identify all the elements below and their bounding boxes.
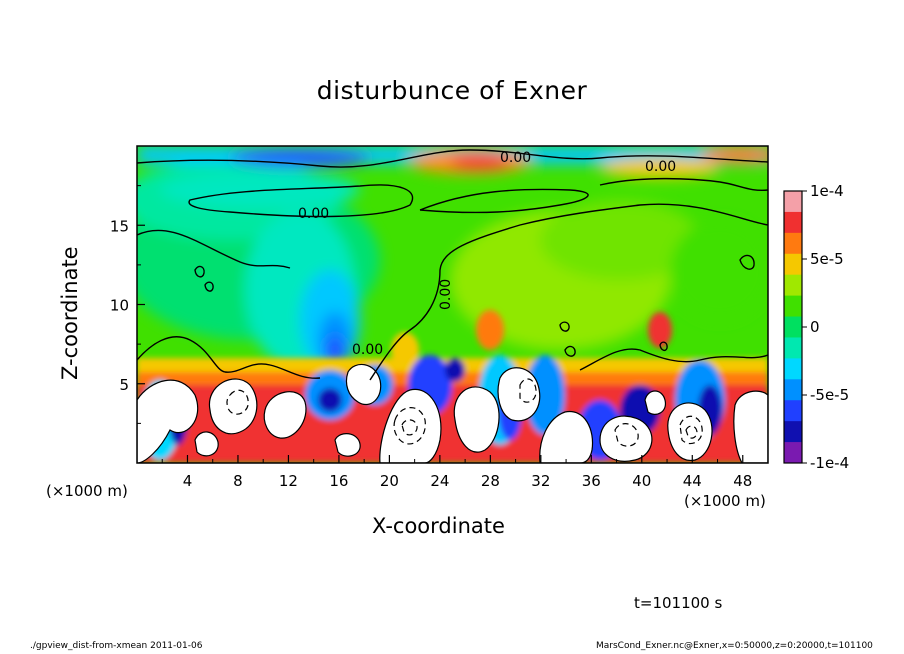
- x-tick-label: 48: [733, 472, 752, 490]
- x-tick-label: 28: [481, 472, 500, 490]
- colorbar-label: -1e-4: [810, 454, 849, 472]
- colorbar-swatch: [784, 442, 802, 464]
- x-tick-label: 32: [531, 472, 550, 490]
- x-axis-label: X-coordinate: [372, 514, 505, 538]
- heatmap-field: [137, 146, 768, 463]
- colorbar-label: 1e-4: [810, 182, 844, 200]
- colorbar-swatch: [784, 337, 802, 359]
- x-tick-label: 4: [183, 472, 193, 490]
- colorbar-swatch: [784, 191, 802, 213]
- x-tick-label: 40: [632, 472, 651, 490]
- field-saturated-patches: [137, 363, 768, 463]
- y-axis-label: Z-coordinate: [58, 246, 82, 380]
- field-blobs: [137, 146, 768, 370]
- field-zero-contours: [137, 149, 768, 381]
- colorbar-swatch: [784, 211, 802, 234]
- colorbar-swatch: [784, 316, 802, 338]
- x-tick-label: 8: [233, 472, 243, 490]
- colorbar-label: 0: [810, 318, 820, 336]
- colorbar-swatch: [784, 295, 802, 318]
- colorbar-label: 5e-5: [810, 250, 844, 268]
- colorbar-swatch: [784, 253, 802, 276]
- contour-label: 0.00: [298, 206, 329, 222]
- contour-label: 0.00: [645, 159, 676, 175]
- chart-title: disturbunce of Exner: [316, 76, 588, 105]
- contour-label: 0.00: [500, 150, 531, 166]
- colorbar-swatch: [784, 379, 802, 401]
- colorbar-swatch: [784, 358, 802, 380]
- x-tick-label: 20: [380, 472, 399, 490]
- y-tick-label: 5: [119, 376, 129, 394]
- colorbar-swatch: [784, 421, 802, 443]
- x-tick-label: 24: [430, 472, 449, 490]
- y-axis-ticks: 5 10 15: [110, 185, 145, 424]
- x-tick-label: 36: [582, 472, 601, 490]
- footer-left: ./gpview_dist-from-xmean 2011-01-06: [30, 641, 203, 651]
- x-axis-ticks: 4 8 12 16 20 24 28 32 36 40 44 48: [161, 455, 752, 490]
- footer-right: MarsCond_Exner.nc@Exner,x=0:50000,z=0:20…: [596, 641, 873, 651]
- colorbar-swatch: [784, 274, 802, 297]
- x-axis-unit-left: (×1000 m): [46, 482, 128, 500]
- x-tick-label: 44: [683, 472, 702, 490]
- colorbar-label: -5e-5: [810, 386, 849, 404]
- contour-label: 0.00: [352, 342, 383, 358]
- x-tick-label: 16: [329, 472, 348, 490]
- colorbar-swatch: [784, 400, 802, 422]
- colorbar: 1e-4 5e-5 0 -5e-5 -1e-4: [783, 182, 849, 472]
- x-axis-unit-right: (×1000 m): [684, 492, 766, 510]
- colorbar-swatch: [784, 232, 802, 255]
- y-tick-label: 15: [110, 217, 129, 235]
- x-tick-label: 12: [279, 472, 298, 490]
- time-label: t=101100 s: [634, 594, 723, 612]
- contour-label: 0.00: [438, 279, 454, 310]
- y-tick-label: 10: [110, 297, 129, 315]
- field-negative-contours: [226, 378, 703, 447]
